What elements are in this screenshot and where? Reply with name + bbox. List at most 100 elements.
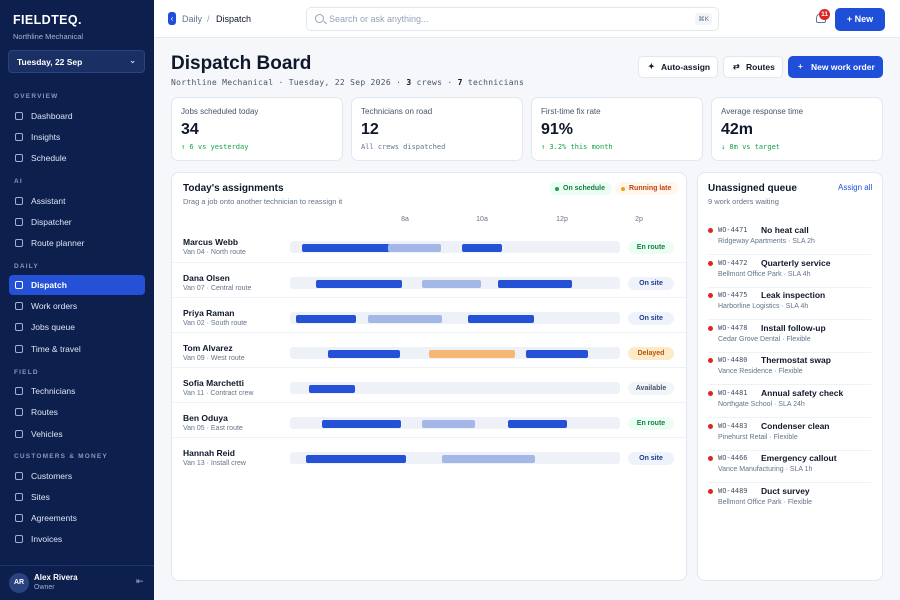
app-logo[interactable]: FIELDTEQ. [13,13,82,27]
stat-label: Technicians on road [361,107,433,116]
sidebar-item-agreements[interactable]: Agreements [9,508,145,528]
list-item[interactable]: WO-4471 No heat call Ridgeway Apartments ·… [708,223,871,255]
table-row[interactable]: Ben Oduya Van 05 · East route En route [172,402,686,437]
date-selector[interactable]: Tuesday, 22 Sep ⌄ [8,50,145,73]
clipboard-icon [15,302,23,310]
sidebar-item-label: Jobs queue [31,322,75,332]
table-row[interactable]: Tom Alvarez Van 09 · West route Delayed [172,332,686,367]
sidebar-item-assistant[interactable]: Assistant [9,191,145,211]
table-row[interactable]: Priya Raman Van 02 · South route On site [172,297,686,332]
list-item[interactable]: WO-4489 Duct survey Bellmont Office Park ·… [708,484,871,516]
page-subtitle: Northline Mechanical · Tuesday, 22 Sep 2… [171,78,525,87]
sidebar-item-work-orders[interactable]: Work orders [9,296,145,316]
technician-vehicle: Van 02 · South route [183,320,248,327]
stat-label: Average response time [721,107,804,116]
job-block[interactable] [328,350,400,358]
job-block[interactable] [388,244,441,252]
user-icon [15,472,23,480]
work-order-title: Thermostat swap [761,355,831,366]
job-block[interactable] [422,280,481,288]
job-block[interactable] [508,420,567,428]
sidebar-item-route-planner[interactable]: Route planner [9,233,145,253]
sidebar-item-jobs-queue[interactable]: Jobs queue [9,317,145,337]
sidebar-item-technicians[interactable]: Technicians [9,381,145,401]
dispatch-icon [15,281,23,289]
table-row[interactable]: Marcus Webb Van 04 · North route En route [172,227,686,262]
sidebar-item-label: Vehicles [31,429,63,439]
breadcrumb-daily[interactable]: Daily [182,14,203,24]
user-profile[interactable]: AR Alex Rivera Owner ⇤ [0,565,154,600]
sidebar-item-invoices[interactable]: Invoices [9,529,145,549]
job-block[interactable] [368,315,442,323]
sidebar-item-label: Technicians [31,386,76,396]
job-block[interactable] [526,350,588,358]
priority-dot-icon [708,391,713,396]
building-icon [15,493,23,501]
sidebar-item-dashboard[interactable]: Dashboard [9,106,145,126]
job-block[interactable] [422,420,475,428]
timeline-tick: 2p [635,216,643,223]
stat-card: Technicians on road 12 All crews dispatche… [351,97,523,161]
notification-badge: 11 [819,9,830,20]
job-block[interactable] [296,315,356,323]
job-block[interactable] [442,455,535,463]
new-work-order-button[interactable]: + New work order [788,56,883,78]
list-item[interactable]: WO-4480 Thermostat swap Vance Residence · … [708,353,871,386]
sidebar-item-customers[interactable]: Customers [9,466,145,486]
sidebar-item-time-travel[interactable]: Time & travel [9,339,145,359]
sidebar-item-label: Route planner [31,238,85,248]
technician-vehicle: Van 09 · West route [183,355,245,362]
assignments-card: Today's assignments Drag a job onto anot… [171,172,796,581]
job-block[interactable] [468,315,534,323]
work-order-meta: Vance Residence · Flexible [718,368,803,376]
job-block[interactable] [309,385,355,393]
date-selector-value: Tuesday, 22 Sep [17,57,83,67]
assign-all-link[interactable]: Assign all [838,183,873,192]
route-icon [15,408,23,416]
timeline-track [290,452,620,464]
list-item[interactable]: WO-4472 Quarterly service Bellmont Office … [708,256,871,288]
sidebar-item-insights[interactable]: Insights [9,127,145,147]
stat-card: Average response time 42m ↓ 8m vs target [711,97,883,161]
auto-assign-button[interactable]: ✦ Auto-assign [638,56,718,78]
users-icon [15,387,23,395]
sidebar-item-vehicles[interactable]: Vehicles [9,424,145,444]
list-item[interactable]: WO-4478 Install follow-up Cedar Grove Dent… [708,321,871,353]
job-block[interactable] [316,280,402,288]
legend-on-schedule: On schedule [549,182,613,195]
job-block[interactable] [462,244,502,252]
stat-card: Jobs scheduled today 34 ↑ 6 vs yesterday [171,97,343,161]
sidebar-item-schedule[interactable]: Schedule [9,148,145,168]
technician-name: Dana Olsen [183,273,230,283]
table-row[interactable]: Hannah Reid Van 13 · Install crew On site [172,437,686,472]
job-block[interactable] [498,280,572,288]
list-item[interactable]: WO-4483 Condenser clean Pinehurst Retail ·… [708,419,871,451]
sidebar-item-sites[interactable]: Sites [9,487,145,507]
table-row[interactable]: Dana Olsen Van 07 · Central route On site [172,262,686,297]
sidebar-item-label: Sites [31,492,50,502]
table-row[interactable]: Sofia Marchetti Van 11 · Contract crew Ava… [172,367,686,402]
job-block[interactable] [429,350,515,358]
logout-icon[interactable]: ⇤ [136,576,144,586]
sidebar-item-routes[interactable]: Routes [9,402,145,422]
status-badge: Available [628,382,674,395]
job-block[interactable] [302,244,396,252]
section-customers-money: CUSTOMERS & MONEY [14,453,108,460]
work-order-id: WO-4483 [718,421,748,430]
section-field: FIELD [14,369,39,376]
sidebar-item-label: Insights [31,132,61,142]
back-icon[interactable]: ‹ [168,12,176,25]
new-button[interactable]: + New [835,8,885,31]
routes-button[interactable]: ⇄ Routes [723,56,783,78]
job-block[interactable] [322,420,401,428]
shortcut-hint: ⌘K [695,13,712,25]
sidebar-item-dispatch[interactable]: Dispatch [9,275,145,295]
search-icon [315,14,324,23]
sidebar-item-dispatcher[interactable]: Dispatcher [9,212,145,232]
list-item[interactable]: WO-4475 Leak inspection Harborline Logisti… [708,288,871,321]
timeline-tick: 8a [401,216,409,223]
job-block[interactable] [306,455,406,463]
list-item[interactable]: WO-4481 Annual safety check Northgate Scho… [708,386,871,418]
search-input[interactable]: Search or ask anything... ⌘K [306,7,719,31]
list-item[interactable]: WO-4466 Emergency callout Vance Manufactur… [708,451,871,484]
